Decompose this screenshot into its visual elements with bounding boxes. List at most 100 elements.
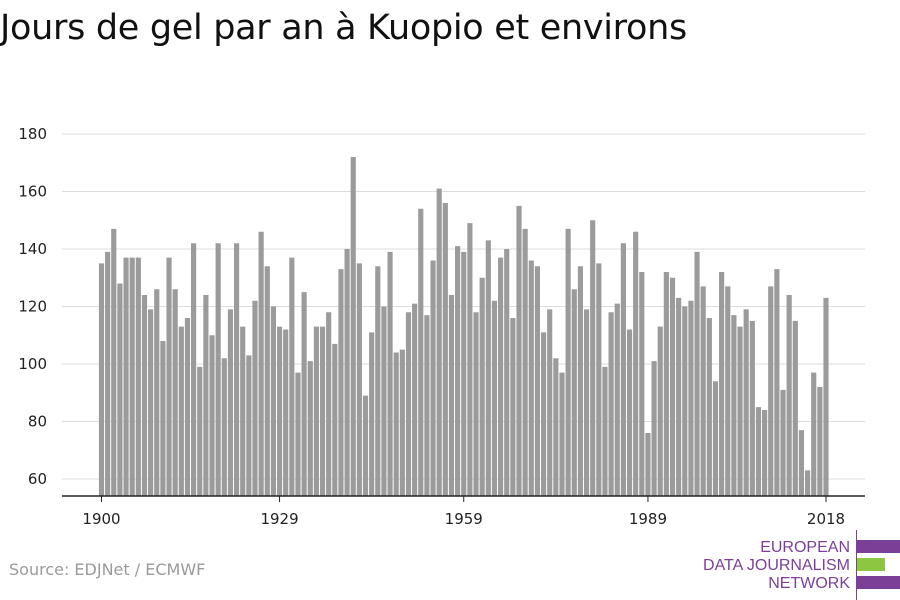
source-note: Source: EDJNet / ECMWF [9,560,206,579]
bar-1934 [307,361,313,497]
bar-1982 [602,366,608,497]
bar-1902 [111,228,117,497]
bar-2012 [786,295,792,496]
bar-2006 [749,320,755,497]
bar-1998 [700,286,706,497]
y-axis-labels: 60 80 100 120 140 160 180 [18,125,47,488]
bar-2003 [731,315,737,497]
bar-1954 [430,260,436,496]
bar-1912 [172,289,178,496]
bar-1970 [528,260,534,496]
x-tick-label-1900: 1900 [82,510,120,528]
bar-1985 [620,243,626,496]
bar-1991 [657,326,663,497]
bar-1945 [375,266,381,496]
bar-1957 [448,295,455,496]
bar-1924 [246,355,252,497]
chart-title: Jours de gel par an à Kuopio et environs [0,8,687,48]
bar-1928 [270,306,276,496]
bar-1987 [633,231,639,496]
bar-1940 [344,249,350,496]
bar-1969 [522,228,528,497]
y-tick-label-100: 100 [18,355,47,373]
bar-1905 [129,257,135,497]
y-tick-label-160: 160 [18,183,47,201]
bar-1953 [424,315,430,497]
logo-bar-bottom [857,576,900,589]
bar-1936 [319,326,326,497]
bar-1951 [412,303,418,497]
bar-1913 [178,326,184,497]
x-tick-label-2018: 2018 [807,510,845,528]
bar-1923 [240,326,246,497]
bar-1921 [227,309,234,497]
bar-1996 [688,300,694,496]
bar-2010 [774,269,780,497]
bar-1947 [387,251,393,497]
bar-1900 [98,263,105,497]
bar-1932 [295,372,301,497]
bar-1919 [215,243,221,496]
bar-1915 [191,243,197,496]
bar-1962 [479,277,485,496]
bar-1964 [491,300,498,496]
bar-2014 [798,430,805,497]
bar-1927 [264,266,270,496]
logo-line-1: EUROPEAN [760,539,850,556]
bar-1929 [276,326,283,497]
bar-2017 [817,387,823,496]
bar-1909 [154,289,160,496]
bar-1980 [590,220,596,496]
bar-1930 [283,329,289,496]
bar-1995 [682,306,688,496]
bar-1972 [540,332,547,497]
bar-1943 [362,395,369,497]
logo-line-3: NETWORK [768,575,850,592]
bar-1904 [123,257,129,497]
bar-1906 [135,257,141,497]
bar-2002 [725,286,731,497]
bar-1903 [117,283,123,496]
bar-1967 [510,318,516,496]
bar-1914 [184,318,191,496]
bar-2009 [768,286,774,497]
bar-1918 [209,335,215,496]
bar-1937 [326,312,332,496]
x-tick-label-1929: 1929 [260,510,298,528]
x-axis: 1900 1929 1959 1989 2018 [62,495,865,528]
logo-bar-middle [857,558,885,571]
bar-1907 [141,295,148,496]
bar-2013 [792,320,798,497]
bar-1960 [467,223,473,497]
edjnet-logo[interactable]: EUROPEAN DATA JOURNALISM NETWORK [700,530,900,600]
bar-1935 [313,326,319,497]
x-tick-label-1989: 1989 [629,510,667,528]
bar-2011 [780,389,786,497]
logo-divider [856,530,857,600]
bar-1986 [626,329,633,496]
bar-1956 [442,203,448,496]
bar-1997 [694,251,700,497]
bar-1908 [148,309,154,497]
bar-2005 [743,309,749,497]
bar-1926 [258,231,264,496]
bar-1938 [332,343,338,497]
logo-line-2: DATA JOURNALISM [703,557,850,574]
bar-1948 [393,352,399,496]
logo-bar-top [857,540,900,553]
bar-1988 [639,272,645,496]
bar-1984 [614,303,620,497]
bar-1952 [418,208,424,496]
y-tick-label-120: 120 [18,298,47,316]
bar-1941 [350,157,356,496]
bar-1992 [663,272,669,496]
bar-1966 [504,249,510,496]
bar-1971 [534,266,541,496]
bar-1959 [461,251,467,497]
bar-2004 [737,326,743,497]
bar-2008 [762,410,768,496]
bar-1949 [399,349,405,497]
bar-1989 [645,433,651,496]
bar-2015 [805,470,811,497]
bar-1901 [105,251,111,497]
